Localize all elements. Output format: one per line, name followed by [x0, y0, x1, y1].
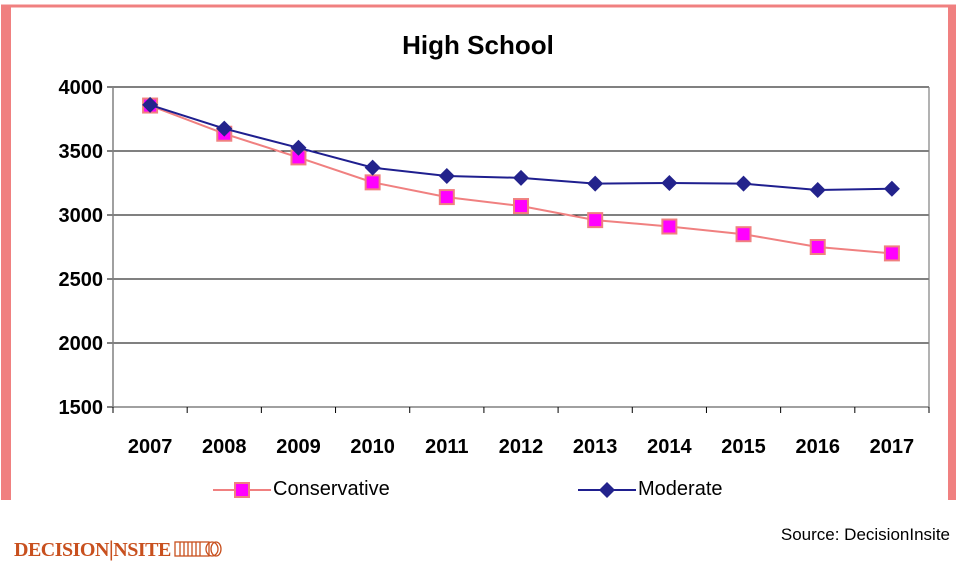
y-tick-label: 2000 — [59, 333, 104, 355]
legend-swatch-moderate — [578, 481, 636, 498]
logo-wordmark: DECISION|NSITE — [14, 536, 171, 561]
data-point-conservative — [513, 198, 529, 215]
data-point-moderate — [142, 96, 159, 113]
data-point-conservative — [883, 245, 900, 262]
legend-label-moderate: Moderate — [638, 478, 723, 500]
decisioninsite-logo: DECISION|NSITE — [14, 536, 222, 562]
data-point-moderate — [735, 175, 752, 192]
x-tick-label: 2010 — [350, 436, 395, 458]
data-point-moderate — [587, 175, 604, 192]
chart-title: High School — [402, 30, 554, 60]
legend-swatch-conservative — [213, 481, 271, 498]
y-tick-label: 3500 — [59, 141, 104, 163]
data-point-moderate — [661, 175, 678, 191]
data-point-conservative — [809, 239, 826, 255]
x-tick-label: 2013 — [573, 436, 618, 458]
chart-legend: Conservative Moderate — [0, 478, 956, 506]
y-tick-label: 1500 — [59, 397, 104, 419]
x-tick-label: 2007 — [128, 436, 173, 458]
data-point-conservative — [438, 189, 455, 206]
x-tick-label: 2008 — [202, 436, 247, 458]
x-tick-label: 2011 — [425, 436, 468, 458]
y-tick-label: 3000 — [59, 205, 104, 227]
legend-label-conservative: Conservative — [273, 478, 390, 500]
decisioninsite-logo-mark — [174, 541, 222, 557]
x-tick-label: 2017 — [870, 436, 915, 458]
y-tick-label: 4000 — [59, 77, 104, 99]
data-point-moderate — [290, 139, 307, 156]
data-point-conservative — [661, 218, 678, 235]
data-point-moderate — [438, 167, 455, 184]
source-note: Source: DecisionInsite — [780, 525, 950, 544]
data-point-conservative — [364, 174, 381, 191]
data-point-moderate — [364, 159, 381, 176]
y-tick-label: 2500 — [59, 269, 104, 291]
x-tick-label: 2012 — [499, 436, 544, 458]
legend-item-conservative: Conservative — [213, 478, 390, 501]
x-tick-label: 2015 — [721, 436, 766, 458]
legend-item-moderate: Moderate — [578, 478, 723, 501]
data-point-moderate — [216, 120, 233, 137]
data-point-moderate — [883, 180, 900, 197]
x-tick-label: 2014 — [647, 436, 692, 458]
data-point-conservative — [587, 212, 604, 229]
x-tick-label: 2016 — [795, 436, 840, 458]
data-point-conservative — [735, 226, 752, 243]
data-point-moderate — [513, 169, 529, 186]
data-point-moderate — [809, 182, 826, 199]
x-tick-label: 2009 — [276, 436, 321, 458]
